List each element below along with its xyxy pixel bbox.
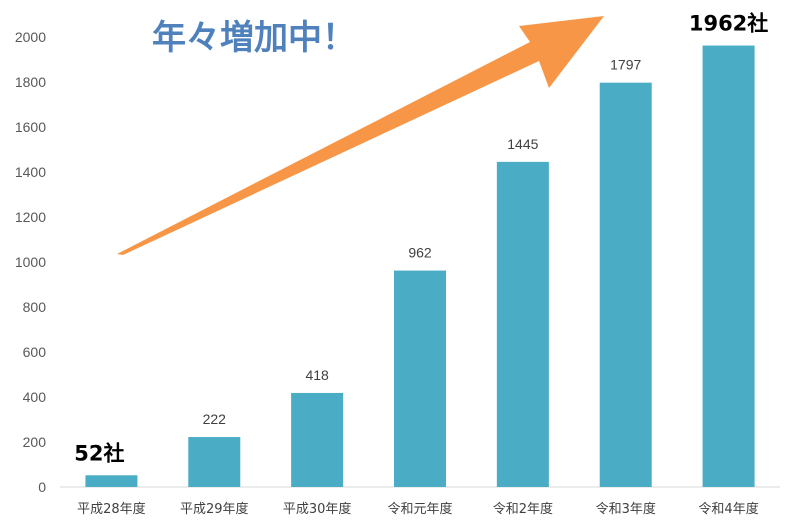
x-tick-label: 令和2年度 [493, 501, 553, 517]
x-tick-label: 平成30年度 [283, 501, 352, 517]
bar [702, 45, 755, 488]
y-tick-label: 1200 [15, 209, 46, 225]
bars [85, 45, 755, 488]
bar [85, 475, 138, 487]
data-label: 418 [305, 367, 329, 383]
bar [188, 437, 241, 487]
x-tick-label: 令和元年度 [387, 501, 452, 517]
y-tick-label: 1400 [15, 164, 46, 180]
y-tick-label: 600 [23, 344, 47, 360]
y-tick-label: 1800 [15, 74, 46, 90]
data-label: 222 [203, 411, 227, 427]
bar [394, 270, 446, 487]
data-label: 52社 [74, 441, 124, 465]
x-axis-ticks: 平成28年度 平成29年度 平成30年度 令和元年度 令和2年度 令和3年度 令和4年度 [77, 501, 759, 517]
y-tick-label: 2000 [15, 29, 46, 45]
x-tick-label: 令和3年度 [596, 501, 656, 517]
x-tick-label: 平成28年度 [77, 501, 146, 517]
data-labels: 52社 222 418 962 1445 1797 1962社 [74, 12, 768, 466]
y-tick-label: 1000 [15, 254, 46, 270]
y-tick-label: 200 [23, 434, 47, 450]
y-tick-label: 800 [23, 299, 47, 315]
data-label: 1445 [507, 136, 538, 152]
bar [291, 392, 344, 487]
bar [599, 82, 652, 488]
chart-title: 年々増加中！ [152, 18, 356, 58]
data-label: 962 [408, 245, 432, 261]
y-tick-label: 1600 [15, 119, 46, 135]
data-label: 1797 [610, 57, 641, 73]
trend-arrow [117, 16, 604, 255]
data-label: 1962社 [689, 12, 768, 36]
x-tick-label: 令和4年度 [698, 501, 758, 517]
y-axis-ticks: 0 200 400 600 800 1000 1200 1400 1600 1800 2000 [15, 29, 46, 495]
x-tick-label: 平成29年度 [180, 501, 249, 517]
y-tick-label: 400 [23, 389, 47, 405]
y-tick-label: 0 [38, 479, 46, 495]
bar [496, 161, 549, 487]
